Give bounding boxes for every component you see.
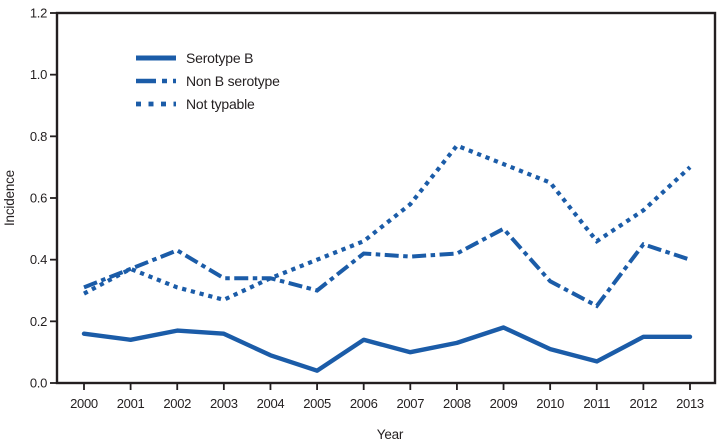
legend-label-non-b-serotype: Non B serotype	[186, 73, 280, 89]
series-layer	[81, 143, 693, 373]
x-tick-label: 2003	[210, 396, 238, 411]
y-tick-label: 0.8	[30, 129, 47, 144]
y-tick-label: 0.2	[30, 314, 47, 329]
x-tick-label: 2006	[350, 396, 378, 411]
plot-border	[55, 11, 717, 385]
y-axis-title: Incidence	[2, 170, 17, 226]
x-tick-label: 2013	[676, 396, 704, 411]
series-line-non-b-serotype	[83, 226, 691, 309]
y-tick-label: 0.0	[30, 376, 47, 391]
y-tick-label: 0.4	[30, 252, 47, 267]
series-line-serotype-b	[81, 325, 693, 373]
x-tick-label: 2000	[70, 396, 98, 411]
x-axis-title: Year	[377, 427, 404, 442]
x-tick-label: 2011	[583, 396, 610, 411]
y-tick-label: 0.6	[30, 191, 47, 206]
x-tick-label: 2005	[303, 396, 331, 411]
legend-layer: Serotype B Non B serotype Not typable	[136, 50, 280, 112]
x-tick-label: 2009	[490, 396, 518, 411]
x-tick-label: 2008	[443, 396, 471, 411]
y-tick-label: 1.2	[30, 6, 47, 21]
x-tick-label: 2012	[630, 396, 658, 411]
x-tick-label: 2002	[163, 396, 191, 411]
axes-layer: 0.0 0.2 0.4 0.6 0.8 1.0 1.2 2000 2001 2002 2003 200…	[30, 6, 717, 411]
legend-label-serotype-b: Serotype B	[186, 50, 253, 66]
x-tick-label: 2010	[536, 396, 564, 411]
y-tick-label: 1.0	[30, 67, 47, 82]
series-line-not-typable	[83, 143, 692, 303]
x-tick-label: 2001	[117, 396, 145, 411]
x-tick-label: 2007	[396, 396, 424, 411]
legend-label-not-typable: Not typable	[186, 96, 255, 112]
x-tick-label: 2004	[257, 396, 285, 411]
